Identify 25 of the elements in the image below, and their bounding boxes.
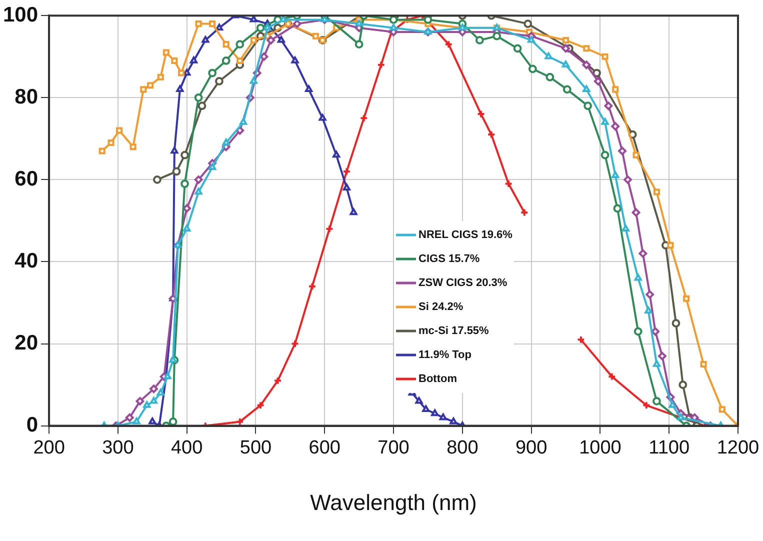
legend-label: CIGS 15.7% (418, 252, 480, 265)
x-tick-label: 600 (308, 437, 340, 458)
legend-label: ZSW CIGS 20.3% (418, 276, 508, 289)
legend-label: NREL CIGS 19.6% (418, 228, 512, 241)
x-tick-label: 1100 (648, 437, 690, 458)
y-tick-label: 80 (14, 85, 38, 108)
x-tick-label: 1200 (716, 437, 760, 458)
x-tick-label: 700 (378, 437, 410, 458)
x-tick-label: 200 (33, 437, 65, 458)
x-tick-label: 800 (446, 437, 478, 458)
y-tick-label: 20 (14, 332, 38, 355)
legend-label: Bottom (418, 372, 458, 385)
x-tick-label: 500 (240, 437, 272, 458)
x-axis-title: Wavelength (nm) (310, 490, 477, 515)
legend-label: Si 24.2% (418, 300, 464, 313)
legend-label: 11.9% Top (418, 348, 472, 361)
y-tick-label: 60 (14, 167, 38, 190)
legend-label: mc-Si 17.55% (418, 324, 489, 337)
x-tick-label: 400 (170, 437, 203, 458)
x-tick-label: 900 (515, 437, 548, 458)
y-tick-label: 100 (2, 3, 38, 26)
y-tick-label: 0 (26, 414, 38, 437)
x-tick-label: 300 (102, 437, 134, 458)
y-tick-label: 40 (14, 250, 38, 273)
x-tick-label: 1000 (579, 437, 622, 458)
